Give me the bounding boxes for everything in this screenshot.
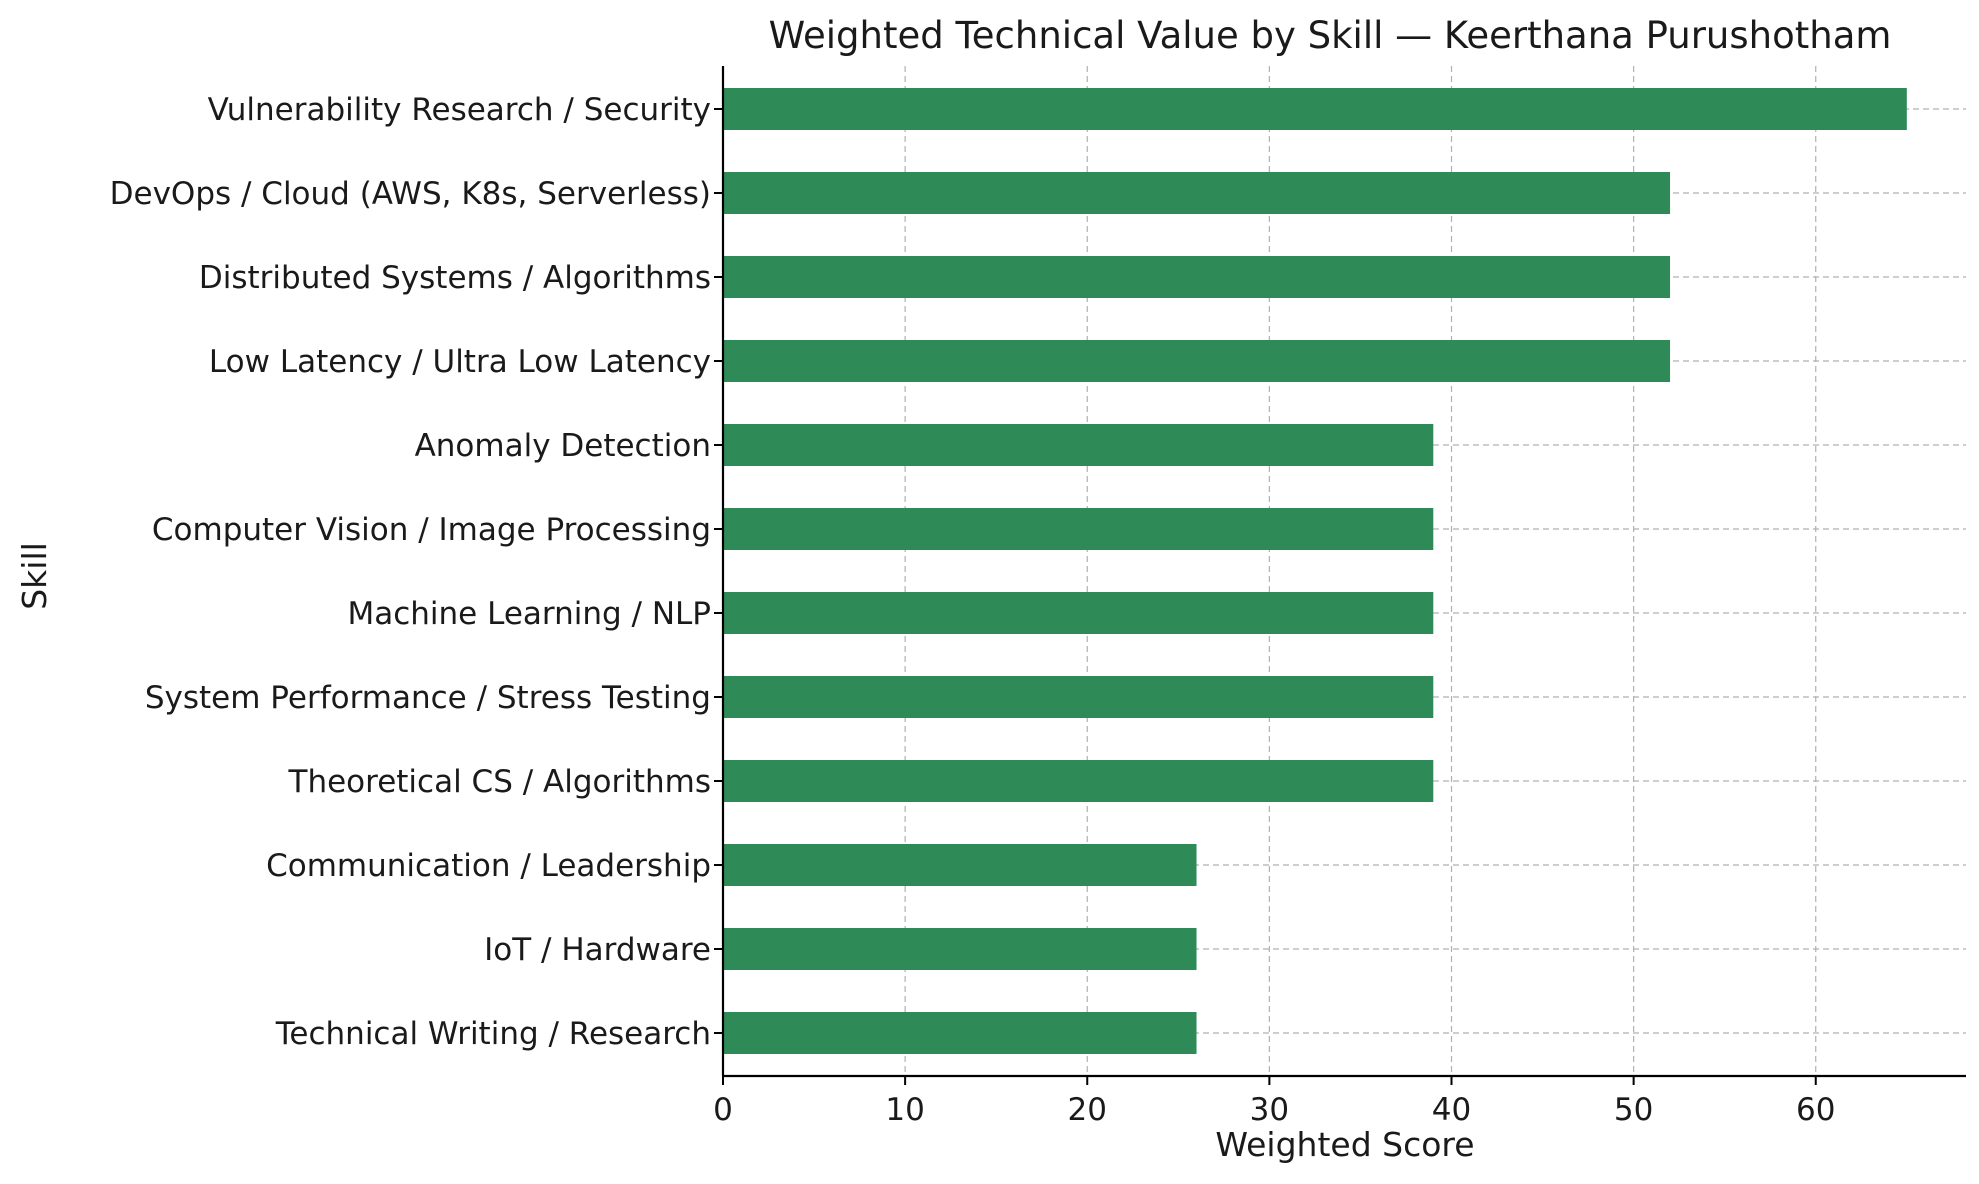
y-tick-label-6: Machine Learning / NLP: [347, 596, 711, 632]
bar-8: [723, 760, 1434, 802]
axis-layer: [714, 66, 1966, 1085]
y-axis-label: Skill: [15, 542, 54, 610]
chart-title: Weighted Technical Value by Skill — Keer…: [769, 14, 1892, 57]
bar-4: [723, 424, 1434, 466]
x-tick-label-3: 30: [1250, 1092, 1289, 1128]
bar-2: [723, 256, 1671, 298]
y-tick-label-9: Communication / Leadership: [266, 848, 711, 884]
y-tick-label-8: Theoretical CS / Algorithms: [288, 764, 711, 800]
y-tick-labels: Vulnerability Research / Security DevOps …: [110, 92, 711, 1052]
x-tick-label-5: 50: [1614, 1092, 1653, 1128]
y-tick-label-4: Anomaly Detection: [415, 428, 711, 464]
x-axis-label: Weighted Score: [1215, 1125, 1474, 1164]
bar-6: [723, 592, 1434, 634]
bar-3: [723, 340, 1671, 382]
x-tick-label-1: 10: [885, 1092, 924, 1128]
y-tick-label-0: Vulnerability Research / Security: [208, 92, 711, 128]
x-tick-label-2: 20: [1068, 1092, 1107, 1128]
bar-layer: [723, 88, 1907, 1054]
bar-5: [723, 508, 1434, 550]
y-tick-label-10: IoT / Hardware: [484, 932, 711, 968]
y-tick-label-2: Distributed Systems / Algorithms: [199, 260, 711, 296]
x-tick-label-6: 60: [1796, 1092, 1835, 1128]
y-tick-label-7: System Performance / Stress Testing: [145, 680, 711, 716]
bar-7: [723, 676, 1434, 718]
x-tick-label-4: 40: [1432, 1092, 1471, 1128]
bar-0: [723, 88, 1907, 130]
x-tick-label-0: 0: [713, 1092, 733, 1128]
grid-layer: [722, 66, 1966, 1076]
bar-11: [723, 1012, 1197, 1054]
y-tick-label-3: Low Latency / Ultra Low Latency: [209, 344, 711, 380]
bar-1: [723, 172, 1671, 214]
bar-9: [723, 844, 1197, 886]
bar-10: [723, 928, 1197, 970]
y-tick-label-1: DevOps / Cloud (AWS, K8s, Serverless): [110, 176, 711, 212]
y-tick-label-11: Technical Writing / Research: [275, 1016, 711, 1052]
x-tick-labels: 0 10 20 30 40 50 60: [713, 1092, 1835, 1128]
y-tick-label-5: Computer Vision / Image Processing: [152, 512, 711, 548]
